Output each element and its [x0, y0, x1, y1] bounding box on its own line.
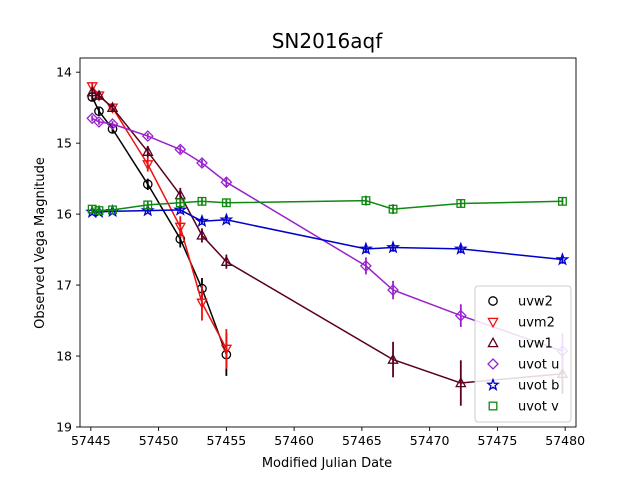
- data-point-uvot-u: [359, 259, 372, 272]
- data-point-uvw1: [455, 376, 467, 388]
- data-point-uvot-u: [454, 309, 467, 322]
- data-point-uvw1: [196, 229, 208, 240]
- legend-marker-uvot-v: [488, 401, 498, 411]
- series-line-uvw2: [91, 96, 228, 355]
- data-point-uvot-b: [453, 241, 468, 255]
- x-tick-label: 57470: [410, 433, 450, 448]
- legend-label-uvm2: uvm2: [518, 316, 555, 331]
- data-point-uvot-u: [387, 284, 399, 296]
- legend-label-uvot-u: uvot u: [518, 358, 559, 373]
- legend-marker-uvw1: [487, 336, 499, 348]
- data-point-uvot-v: [94, 206, 104, 216]
- data-point-uvm2: [142, 160, 154, 171]
- chart-title: SN2016aqf: [272, 29, 384, 53]
- data-point-uvm2: [174, 222, 186, 234]
- data-point-uvot-b: [555, 252, 570, 266]
- data-point-uvot-v: [557, 196, 567, 206]
- data-point-uvot-u: [106, 118, 119, 130]
- y-tick-label: 18: [56, 349, 72, 364]
- data-point-uvw1: [106, 101, 119, 112]
- data-point-uvot-v: [143, 200, 153, 210]
- data-point-uvot-u: [141, 130, 154, 143]
- legend-marker-uvot-b: [486, 377, 500, 391]
- data-point-uvot-v: [197, 196, 207, 206]
- x-tick-label: 57460: [274, 433, 314, 448]
- y-tick-label: 15: [56, 136, 72, 151]
- legend-label-uvot-v: uvot v: [518, 400, 559, 415]
- data-point-uvot-b: [358, 241, 373, 255]
- legend-marker-uvm2: [487, 317, 499, 329]
- x-tick-label: 57480: [545, 433, 585, 448]
- data-point-uvot-b: [194, 213, 209, 228]
- legend-label-uvot-b: uvot b: [518, 379, 559, 394]
- data-point-uvot-u: [93, 115, 105, 128]
- data-point-uvm2: [86, 82, 98, 93]
- data-point-uvot-v: [361, 196, 371, 206]
- series-line-uvot-b: [92, 209, 563, 261]
- data-point-uvot-v: [388, 204, 398, 214]
- y-axis-label: Observed Vega Magnitude: [33, 157, 48, 329]
- data-point-uvw1: [220, 255, 233, 266]
- data-point-uvw1: [142, 145, 154, 156]
- data-point-uvot-b: [219, 212, 234, 226]
- x-tick-label: 57465: [342, 433, 382, 448]
- data-point-uvw1: [93, 89, 105, 100]
- series-uvot-b: [85, 202, 570, 266]
- x-axis-label: Modified Julian Date: [262, 456, 392, 471]
- plot-frame: [79, 57, 577, 428]
- axes-layer: 57445 57450 57455 57460 57465 57470 57475 57480…: [56, 57, 585, 448]
- legend-marker-uvot-u: [487, 358, 499, 370]
- y-tick-label: 19: [56, 420, 72, 435]
- data-point-uvot-v: [221, 198, 231, 208]
- y-tick-label: 16: [56, 207, 72, 222]
- data-point-uvot-v: [456, 199, 466, 208]
- legend-marker-uvw2: [488, 296, 498, 306]
- data-point-uvot-u: [220, 176, 233, 189]
- data-point-uvw2: [142, 179, 153, 190]
- data-point-uvm2: [196, 298, 208, 309]
- legend: uvw2 uvm2 uvw1 uvot u uvot b uvot v: [474, 285, 572, 423]
- legend-label-uvw2: uvw2: [518, 295, 553, 310]
- y-tick-label: 14: [56, 65, 72, 80]
- x-tick-label: 57450: [139, 433, 179, 448]
- series-uvw2: [87, 92, 232, 376]
- y-tick-label: 17: [56, 278, 72, 293]
- legend-box: [474, 285, 572, 423]
- data-point-uvm2: [220, 344, 233, 356]
- data-point-uvot-v: [175, 198, 185, 208]
- data-point-uvot-b: [385, 240, 401, 254]
- data-point-uvot-u: [86, 112, 99, 125]
- data-point-uvw1: [387, 353, 399, 364]
- data-point-uvw1: [86, 85, 98, 97]
- data-point-uvot-u: [174, 143, 187, 156]
- x-tick-label: 57475: [478, 433, 518, 448]
- x-tick-label: 57455: [206, 433, 246, 448]
- data-point-uvw2: [94, 106, 104, 117]
- legend-label-uvw1: uvw1: [518, 337, 553, 352]
- data-point-uvot-b: [173, 202, 188, 216]
- series-uvot-v: [87, 195, 567, 216]
- data-point-uvot-u: [196, 157, 208, 169]
- x-tick-label: 57445: [71, 433, 111, 448]
- data-point-uvot-v: [87, 204, 97, 214]
- data-point-uvot-v: [108, 205, 117, 215]
